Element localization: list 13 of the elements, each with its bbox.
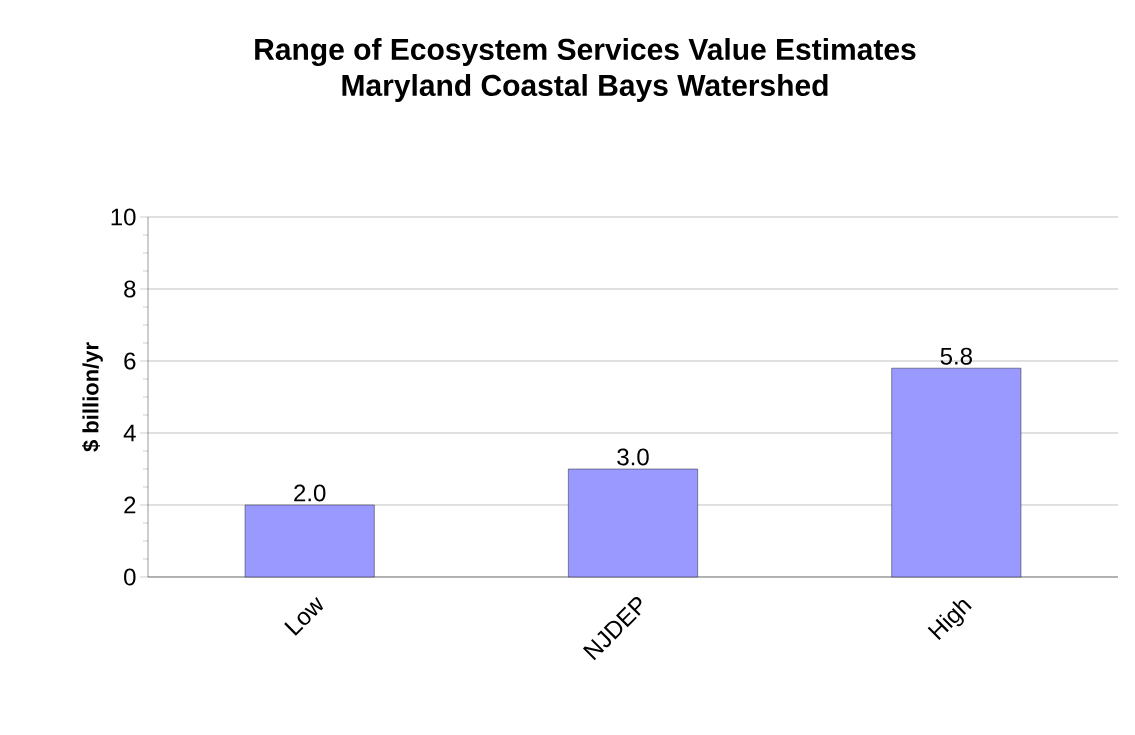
- chart-title: Range of Ecosystem Services Value Estimates Maryland Coastal Bays Watershed: [255, 38, 916, 102]
- y-tick-label: 10: [111, 208, 136, 226]
- y-tick-label: 8: [124, 280, 136, 298]
- y-tick-label: 0: [124, 568, 136, 586]
- y-axis-title: $ billion/yr: [82, 342, 103, 452]
- data-label: 3.0: [617, 448, 649, 466]
- data-label: 2.0: [294, 484, 326, 502]
- y-tick-label: 6: [124, 352, 136, 370]
- data-label: 5.8: [940, 347, 972, 365]
- y-tick-label: 2: [124, 496, 136, 514]
- y-tick-label: 4: [123, 424, 136, 442]
- x-tick-label: Low: [284, 596, 324, 636]
- x-tick-label: High: [927, 599, 972, 641]
